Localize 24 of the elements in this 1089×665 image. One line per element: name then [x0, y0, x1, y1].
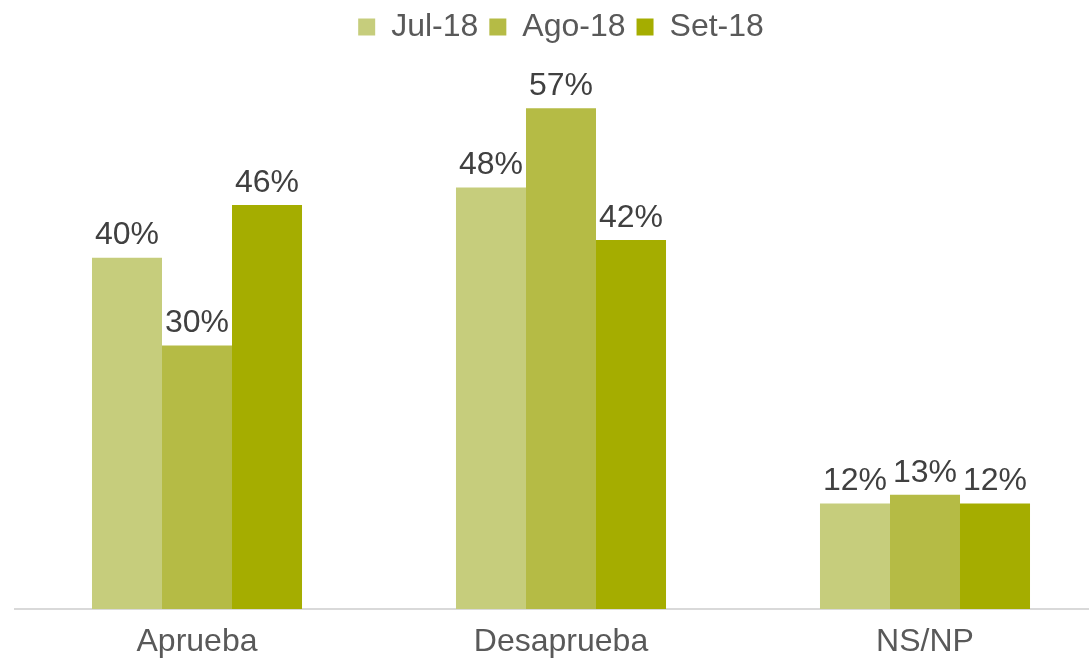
bar	[890, 494, 961, 609]
bar	[526, 108, 597, 609]
data-label: 12%	[962, 461, 1028, 498]
data-label: 46%	[234, 162, 300, 199]
data-label: 57%	[528, 66, 594, 103]
x-tick-label: Aprueba	[136, 622, 258, 659]
bar	[91, 257, 162, 609]
legend-label: Ago-18	[522, 6, 626, 43]
legend-label: Set-18	[669, 6, 764, 43]
bar	[455, 187, 526, 609]
data-label: 48%	[458, 145, 524, 182]
x-tick-label: Desaprueba	[473, 622, 649, 659]
data-label: 30%	[164, 303, 230, 340]
x-tick-label: NS/NP	[876, 622, 974, 659]
bar	[162, 345, 233, 609]
bar	[596, 240, 667, 609]
data-label: 40%	[94, 215, 160, 252]
data-label: 42%	[598, 197, 664, 234]
data-label: 13%	[892, 452, 958, 489]
legend-label: Jul-18	[391, 6, 479, 43]
bar	[819, 503, 890, 609]
bar	[960, 503, 1031, 609]
data-label: 12%	[822, 461, 888, 498]
bar	[232, 204, 303, 609]
